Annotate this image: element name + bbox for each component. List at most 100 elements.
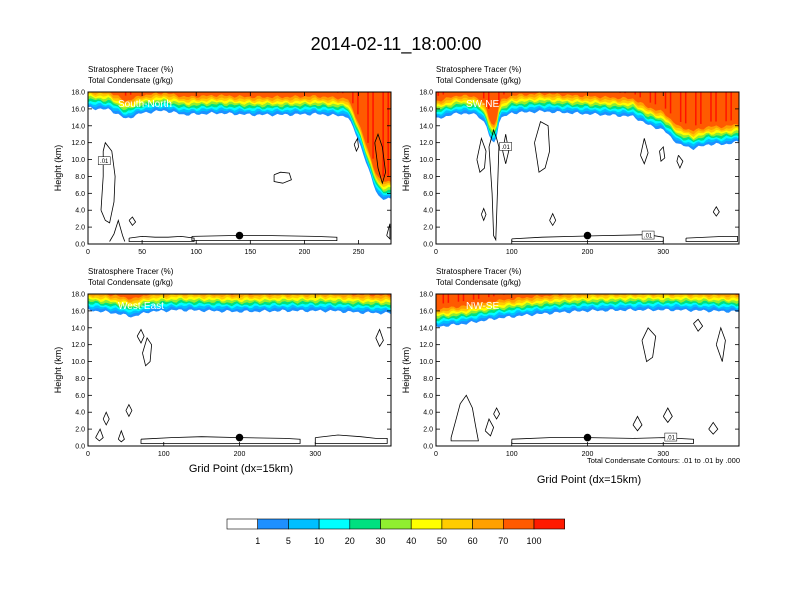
condensate-contour [125,403,133,418]
x-tick-label: 0 [86,451,90,458]
colorbar-swatch [410,518,443,530]
y-tick-label: 6.0 [75,191,85,198]
y-axis-label: Height (km) [53,145,63,192]
tracer-streak [457,294,460,302]
y-tick-label: 16.0 [419,106,433,113]
tracer-streak [488,294,490,298]
condensate-contour [476,136,487,173]
tracer-field [436,92,739,151]
condensate-contour [374,133,387,185]
condensate-contour [641,327,657,363]
y-tick-label: 10.0 [71,157,85,164]
colorbar-label: 40 [406,536,416,546]
y-axis-label: Height (km) [53,347,63,394]
contour-note: Total Condensate Contours: .01 to .01 by… [587,456,740,465]
y-axis-label: Height (km) [401,347,411,394]
panel-title-line1: Stratosphere Tracer (%) [436,267,522,276]
condensate-contour [715,326,726,362]
x-tick-label: 300 [657,249,669,256]
condensate-contours [95,328,388,444]
tracer-streak [352,92,354,104]
condensate-contour [386,223,391,240]
tracer-streak [367,92,369,143]
tracer-streak [679,92,682,122]
y-tick-label: 8.0 [75,174,85,181]
colorbar-label: 10 [314,536,324,546]
y-tick-label: 18.0 [419,90,433,97]
tracer-streak [462,294,465,302]
tracer-streak [442,294,445,304]
y-tick-label: 12.0 [71,342,85,349]
y-tick-label: 18.0 [71,292,85,299]
colorbar-label: 20 [345,536,355,546]
colorbar: 1 5 10 20 30 40 50 60 70 100 [226,518,566,546]
y-tick-label: 2.0 [423,427,433,434]
location-marker [583,433,592,442]
tracer-streaks [124,92,389,177]
x-tick-label: 150 [244,249,256,256]
condensate-contour [117,429,125,443]
condensate-contour [502,134,510,164]
panel-title-line1: Stratosphere Tracer (%) [88,65,174,74]
tracer-streak [669,92,672,114]
panel-title-line1: Stratosphere Tracer (%) [88,267,174,276]
y-tick-label: 4.0 [75,410,85,417]
condensate-contour [484,417,495,437]
plot-area [88,294,391,446]
y-tick-label: 2.0 [75,427,85,434]
tracer-streak [342,92,344,94]
x-axis-labels: Grid Point (dx=15km) Grid Point (dx=15km… [189,456,740,486]
contour-label-box [641,230,655,240]
tracer-streak [684,92,687,124]
condensate-contour [273,171,292,184]
condensate-contour [659,145,666,162]
y-tick-label: 16.0 [419,308,433,315]
tracer-streak [715,92,717,122]
x-tick-label: 0 [434,249,438,256]
condensate-contours [476,121,738,242]
condensate-contour [549,212,557,227]
condensate-contour [95,428,104,442]
x-tick-label: 200 [299,249,311,256]
y-tick-label: 12.0 [71,140,85,147]
tracer-streak [725,92,727,122]
y-tick-label: 8.0 [423,174,433,181]
colorbar-label: 1 [255,536,260,546]
condensate-contour [511,437,694,444]
x-tick-label: 300 [309,451,321,458]
condensate-contour [375,328,384,348]
colorbar-swatch [502,518,535,530]
figure-title: 2014-02-11_18:00:00 [311,34,482,55]
colorbar-swatch [257,518,289,530]
y-tick-label: 4.0 [423,208,433,215]
colorbar-swatch [226,518,259,530]
x-tick-label: 250 [353,249,365,256]
condensate-contour [493,407,501,420]
tracer-streak [493,294,495,297]
x-tick-label: 100 [506,451,518,458]
panel-title-line2: Total Condensate (g/kg) [436,278,521,287]
panel-title-line2: Total Condensate (g/kg) [436,76,521,85]
y-tick-label: 4.0 [75,208,85,215]
tracer-streak [482,92,485,99]
section-label: South-North [118,99,172,110]
colorbar-swatch [349,518,381,530]
contour-label: .01 [100,159,109,165]
y-tick-label: 16.0 [71,308,85,315]
plot-area [88,92,391,244]
tracer-streak [472,294,475,300]
y-tick-label: 2.0 [75,225,85,232]
condensate-contour [128,235,195,242]
condensate-contour [450,394,479,442]
tracer-field [436,294,739,328]
panel-title-line2: Total Condensate (g/kg) [88,278,173,287]
tracer-streak [710,92,712,122]
tracer-streak [447,294,450,303]
x-tick-label: 100 [158,451,170,458]
condensate-contour [640,138,649,165]
tracer-band-9 [88,294,391,300]
x-axis-label-left: Grid Point (dx=15km) [189,463,293,475]
x-tick-label: 100 [190,249,202,256]
condensate-contour [693,318,704,332]
